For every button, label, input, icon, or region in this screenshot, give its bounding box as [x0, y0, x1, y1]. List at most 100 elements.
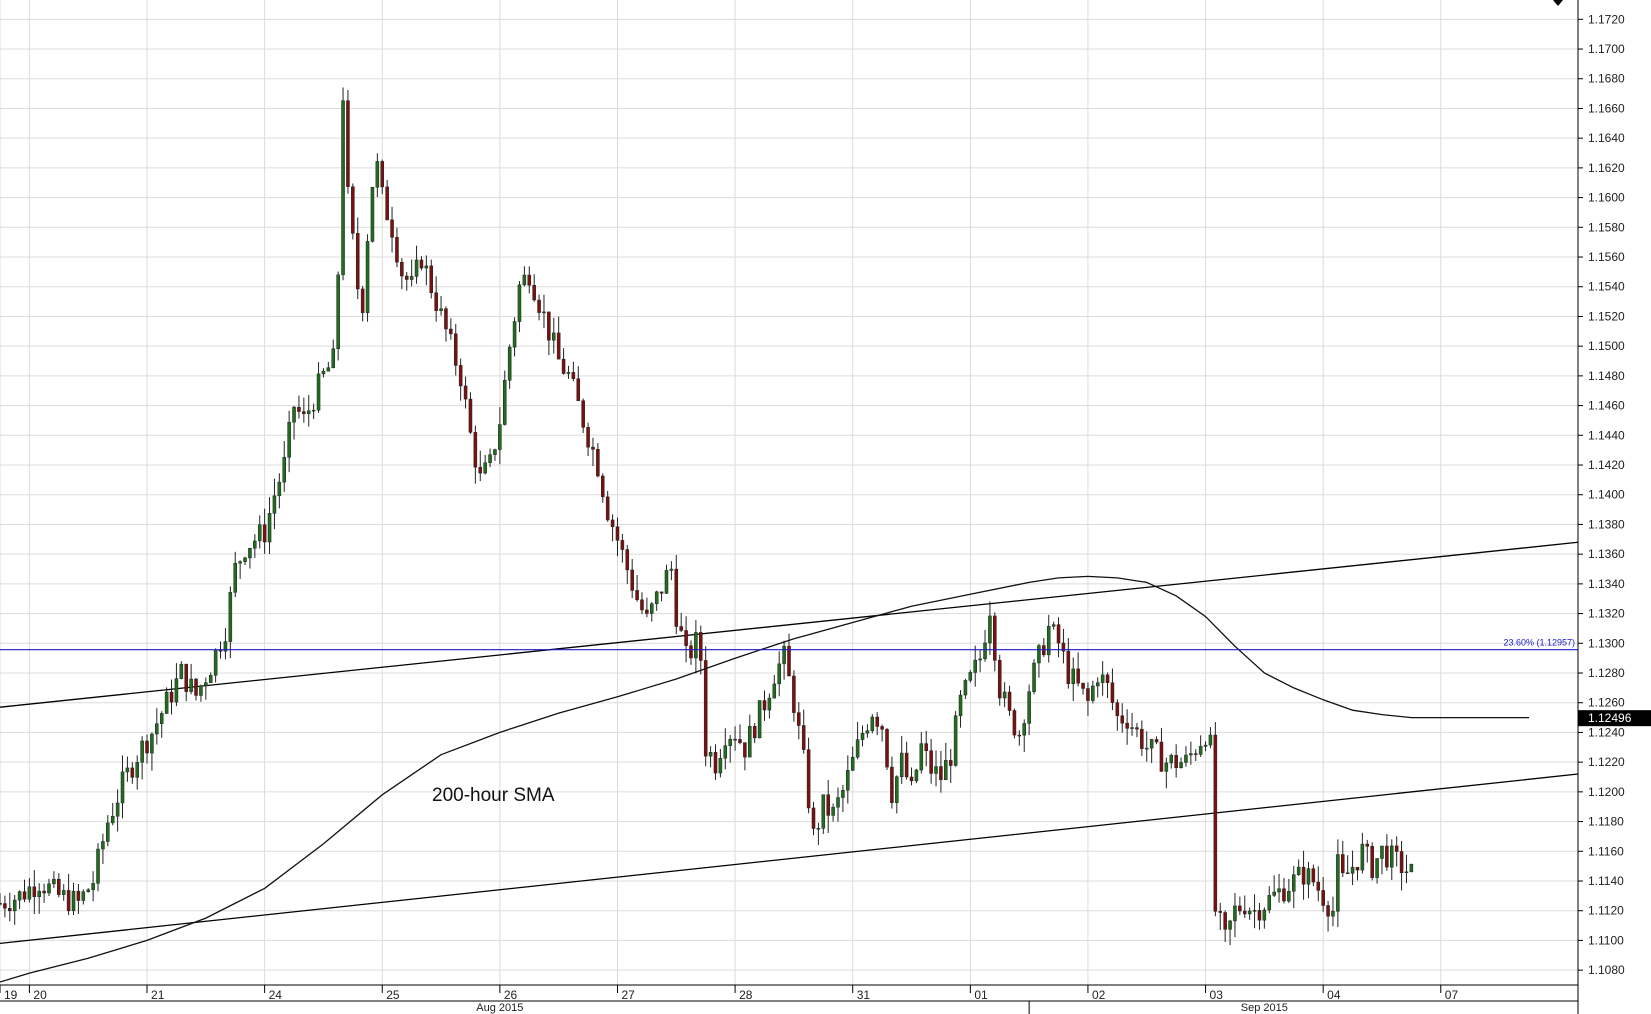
candle-body	[228, 592, 233, 642]
x-day-label: 03	[1210, 988, 1224, 1002]
candle-body	[101, 841, 105, 850]
candle-body	[860, 733, 865, 740]
candle-body	[605, 496, 610, 521]
candle-body	[664, 570, 669, 594]
candle-body	[238, 561, 242, 564]
y-tick-label: 1.1720	[1588, 12, 1625, 26]
x-day-label: 04	[1327, 988, 1341, 1002]
candle-body	[610, 519, 615, 528]
candle-body	[257, 524, 262, 542]
candle-body	[159, 713, 164, 724]
candle-body	[331, 348, 336, 368]
candle-body	[1125, 722, 1129, 729]
candle-body	[1017, 734, 1022, 737]
candle-body	[728, 738, 732, 746]
x-day-label: 20	[33, 988, 47, 1002]
candle-body	[355, 233, 360, 290]
x-day-label: 27	[621, 988, 635, 1002]
y-tick-label: 1.1280	[1588, 666, 1625, 680]
y-tick-label: 1.1460	[1588, 399, 1625, 413]
candle-body	[958, 694, 963, 717]
candle-body	[1316, 881, 1321, 891]
grid	[0, 0, 1578, 985]
candle-body	[213, 649, 218, 676]
candle-body	[498, 424, 502, 450]
candle-body	[836, 797, 840, 808]
candle-body	[76, 890, 81, 901]
candle-body	[1071, 668, 1076, 685]
candle-body	[52, 878, 56, 885]
y-tick-label: 1.1540	[1588, 280, 1625, 294]
candle-body	[1037, 645, 1041, 664]
candle-body	[988, 615, 992, 644]
y-tick-label: 1.1260	[1588, 696, 1625, 710]
candle-body	[199, 685, 203, 696]
candle-body	[601, 475, 605, 498]
candle-body	[341, 100, 345, 276]
candle-body	[1105, 674, 1110, 683]
candle-body	[306, 410, 311, 414]
candle-body	[738, 739, 742, 743]
candle-body	[125, 767, 130, 773]
candle-body	[1321, 890, 1325, 906]
y-tick-label: 1.1180	[1588, 815, 1624, 829]
candle-body	[1350, 866, 1355, 874]
candle-body	[552, 332, 556, 341]
candle-body	[1301, 866, 1306, 885]
trendline	[0, 541, 1579, 708]
candle-body	[983, 642, 987, 660]
candle-body	[615, 526, 620, 541]
candle-body	[1120, 715, 1125, 724]
candle-body	[375, 161, 380, 188]
y-tick-label: 1.1220	[1588, 755, 1625, 769]
y-tick-label: 1.1300	[1588, 636, 1625, 650]
candle-body	[507, 346, 512, 381]
candle-body	[483, 462, 487, 474]
candle-body	[890, 766, 894, 803]
candle-body	[806, 749, 811, 809]
candle-body	[1007, 691, 1012, 711]
candle-body	[1404, 871, 1409, 874]
candle-body	[262, 524, 267, 543]
candle-body	[17, 891, 22, 901]
candle-body	[1051, 624, 1056, 627]
candle-body	[914, 769, 919, 782]
candle-body	[91, 883, 95, 891]
candle-body	[302, 411, 306, 414]
candle-body	[42, 890, 46, 894]
candle-body	[449, 328, 453, 335]
candle-body	[635, 590, 639, 601]
candle-body	[1179, 762, 1183, 769]
candle-body	[792, 675, 796, 713]
candle-body	[1252, 910, 1257, 912]
candle-body	[904, 752, 909, 778]
candle-body	[429, 265, 434, 293]
candle-body	[22, 891, 27, 900]
candle-body	[650, 603, 654, 614]
y-tick-label: 1.1100	[1588, 933, 1624, 947]
x-day-label: 25	[386, 988, 400, 1002]
candle-body	[699, 632, 703, 661]
candle-body	[473, 432, 478, 468]
candle-body	[537, 299, 541, 313]
y-tick-label: 1.1620	[1588, 161, 1625, 175]
candle-body	[586, 427, 590, 448]
candle-body	[581, 400, 585, 428]
candle-body	[723, 745, 728, 759]
candle-body	[934, 766, 938, 774]
sma-layer	[0, 575, 1529, 983]
candle-body	[1326, 905, 1330, 917]
candle-body	[1208, 734, 1213, 746]
candle-body	[1345, 872, 1350, 875]
trendline	[0, 773, 1579, 945]
candle-body	[1056, 624, 1061, 644]
candle-body	[61, 890, 66, 895]
candle-body	[1100, 674, 1105, 683]
candle-body	[880, 726, 884, 730]
candle-body	[1355, 866, 1360, 871]
fib-label: 23.60% (1.12957)	[1503, 638, 1575, 648]
candle-body	[1375, 858, 1379, 878]
y-tick-label: 1.1480	[1588, 369, 1625, 383]
candle-body	[400, 261, 404, 277]
